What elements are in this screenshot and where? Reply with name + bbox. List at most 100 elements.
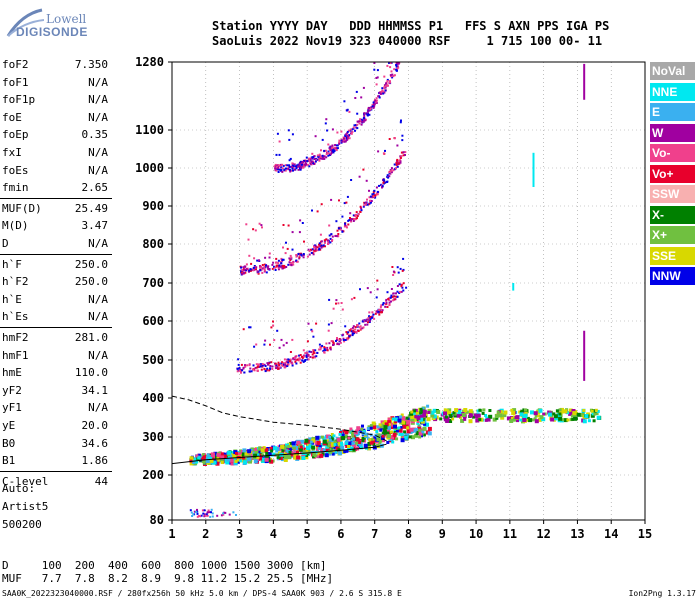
echo-point [379,93,382,95]
echo-point [261,457,266,462]
echo-point [348,335,351,338]
echo-point [290,165,293,168]
echo-point [277,266,280,269]
echo-point [388,301,391,304]
x-tick-label: 2 [202,527,209,541]
echo-point [375,440,379,444]
echo-point [282,246,284,249]
param-row: foEp 0.35 [2,126,110,144]
echo-point [273,265,275,268]
echo-point [287,445,291,449]
echo-point [324,149,327,152]
echo-point [448,414,453,419]
echo-point [369,318,372,321]
echo-point [331,144,334,147]
echo-point [386,422,391,427]
echo-point [400,284,403,287]
echo-point [285,266,288,268]
echo-point [416,411,420,415]
echo-point [421,417,425,421]
echo-point [295,166,298,169]
echo-point [502,413,507,418]
echo-point [349,129,352,132]
echo-point [316,154,319,157]
echo-point [193,510,196,513]
echo-point [241,452,246,457]
echo-point [376,279,379,282]
echo-point [306,163,309,166]
echo-point [205,456,210,461]
echo-point [261,453,265,457]
echo-point [370,106,373,109]
echo-point [246,460,250,464]
echo-point [368,438,372,442]
echo-point [386,291,389,294]
echo-point [316,249,319,252]
echo-point [287,361,290,364]
echo-point [197,456,201,460]
echo-point [318,445,322,449]
echo-point [349,427,353,431]
echo-point [366,110,369,113]
echo-point [278,366,281,369]
echo-point [369,424,373,428]
param-value: N/A [88,401,108,415]
x-tick-label: 5 [304,527,311,541]
param-key: fmin [2,181,29,195]
legend-item-sse: SSE [650,246,695,265]
echo-point [356,127,359,130]
echo-point [239,449,243,453]
echo-point [263,269,266,272]
echo-point [349,334,352,337]
echo-point [389,81,391,84]
echo-point [291,364,294,367]
x-tick-label: 1 [168,527,175,541]
echo-point [298,165,301,168]
param-key: h`Es [2,310,29,324]
echo-point [366,203,369,206]
echo-point [260,363,263,366]
echo-point [375,83,378,86]
echo-point [303,240,305,243]
echo-point [388,175,391,178]
echo-point [570,413,575,418]
echo-point [359,325,362,328]
echo-point [288,257,291,260]
echo-point [531,418,535,422]
echo-point [398,432,402,436]
echo-point [558,408,562,412]
echo-point [320,448,325,452]
echo-point [382,92,385,95]
echo-point [325,238,328,241]
echo-point [310,161,313,164]
echo-point [368,113,371,116]
logo-swoosh-icon [6,8,44,37]
echo-point [288,165,291,168]
echo-point [295,362,298,365]
echo-point [563,418,568,423]
echo-point [512,408,517,413]
echo-point [463,417,467,421]
echo-point [410,410,414,414]
echo-point [348,134,351,137]
echo-point [328,224,331,227]
echo-point [382,90,385,93]
echo-point [382,439,385,443]
echo-point [378,441,382,445]
echo-point [331,240,333,242]
echo-point [328,438,332,442]
echo-point [346,130,349,133]
echo-point [306,351,309,354]
echo-point [237,452,241,456]
echo-point [286,365,289,367]
echo-point [372,442,376,446]
echo-point [321,157,324,160]
echo-point [368,311,371,314]
echo-point [537,417,542,422]
param-value: 34.6 [81,436,109,450]
echo-point [252,228,255,231]
echo-point [357,330,360,332]
echo-point [350,218,353,220]
echo-point [240,363,243,366]
muf-distance-row: D 100 200 400 600 800 1000 1500 3000 [km… [2,559,327,572]
